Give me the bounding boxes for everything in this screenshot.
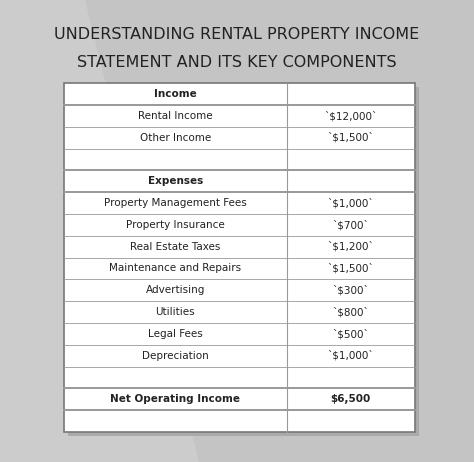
Text: `$1,200`: `$1,200` bbox=[328, 242, 374, 252]
Text: $6,500: $6,500 bbox=[330, 394, 371, 404]
Text: Other Income: Other Income bbox=[140, 133, 211, 143]
Text: `$12,000`: `$12,000` bbox=[324, 110, 377, 121]
Text: Property Management Fees: Property Management Fees bbox=[104, 198, 247, 208]
Text: Utilities: Utilities bbox=[155, 307, 195, 317]
Text: `$500`: `$500` bbox=[332, 328, 369, 339]
Text: `$1,000`: `$1,000` bbox=[328, 198, 374, 208]
Text: Rental Income: Rental Income bbox=[138, 111, 213, 121]
Text: Depreciation: Depreciation bbox=[142, 351, 209, 361]
Text: Property Insurance: Property Insurance bbox=[126, 220, 225, 230]
Text: Expenses: Expenses bbox=[148, 176, 203, 186]
Text: Income: Income bbox=[154, 89, 197, 99]
Text: Legal Fees: Legal Fees bbox=[148, 329, 203, 339]
Text: `$300`: `$300` bbox=[332, 285, 369, 296]
Text: `$1,500`: `$1,500` bbox=[328, 133, 374, 143]
Text: STATEMENT AND ITS KEY COMPONENTS: STATEMENT AND ITS KEY COMPONENTS bbox=[77, 55, 397, 70]
Text: Net Operating Income: Net Operating Income bbox=[110, 394, 240, 404]
Bar bbox=[68, 87, 419, 436]
Text: Maintenance and Repairs: Maintenance and Repairs bbox=[109, 263, 241, 274]
Text: Real Estate Taxes: Real Estate Taxes bbox=[130, 242, 220, 252]
Bar bbox=[64, 83, 415, 432]
Text: `$700`: `$700` bbox=[332, 219, 369, 230]
Text: `$1,000`: `$1,000` bbox=[328, 350, 374, 361]
Polygon shape bbox=[85, 0, 474, 462]
Text: `$1,500`: `$1,500` bbox=[328, 263, 374, 274]
Text: Advertising: Advertising bbox=[146, 285, 205, 295]
Text: UNDERSTANDING RENTAL PROPERTY INCOME: UNDERSTANDING RENTAL PROPERTY INCOME bbox=[55, 27, 419, 42]
Text: `$800`: `$800` bbox=[332, 307, 369, 317]
